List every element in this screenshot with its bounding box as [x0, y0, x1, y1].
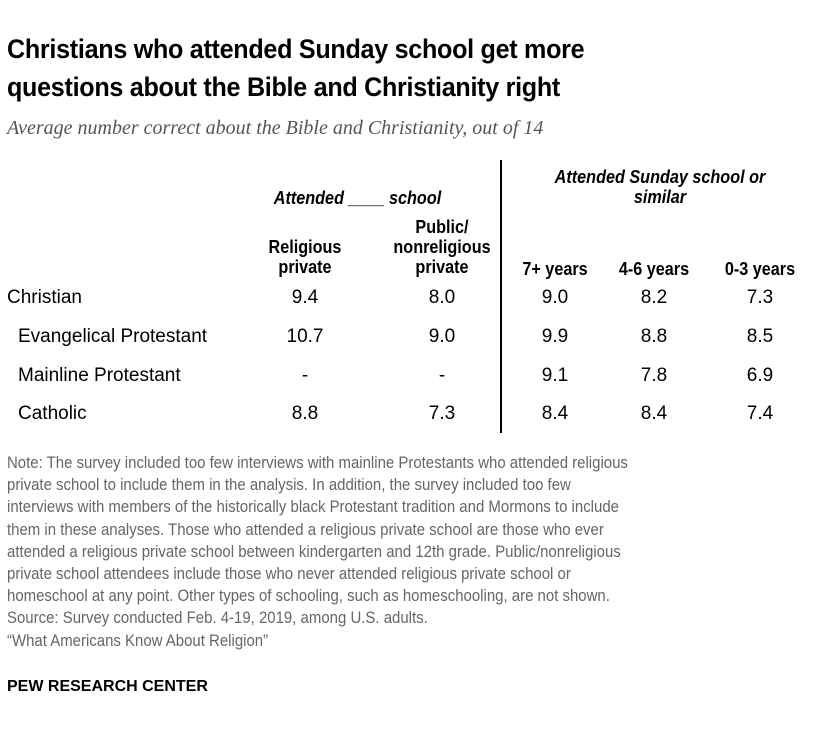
note-line: private school attendees include those w…: [7, 564, 571, 584]
table-cell: 6.9: [746, 365, 774, 386]
group-header-line: Attended Sunday school or: [554, 167, 766, 187]
table-cell: 7.3: [428, 403, 456, 424]
note-line: homeschool at any point. Other types of …: [7, 586, 610, 606]
table-cell: 7.4: [746, 403, 774, 424]
note-line: private school to include them in the an…: [7, 475, 571, 495]
table-cell: -: [438, 365, 446, 386]
table-cell: 9.9: [541, 326, 569, 347]
group-header-school: Attended ____ school: [273, 188, 442, 208]
note-line: Note: The survey included too few interv…: [7, 453, 628, 472]
header-line: nonreligious: [393, 237, 491, 257]
col-header-0-3: 0-3 years: [724, 259, 796, 279]
note-line: them in these analyses. Those who attend…: [7, 519, 604, 539]
title-line: questions about the Bible and Christiani…: [7, 72, 561, 102]
table-cell: -: [301, 365, 309, 386]
report-title-line: “What Americans Know About Religion”: [7, 630, 269, 650]
table-cell: 8.2: [640, 287, 668, 308]
note: Note: The survey included too few interv…: [7, 452, 713, 652]
col-header-7plus: 7+ years: [522, 259, 588, 279]
chart-subtitle: Average number correct about the Bible a…: [7, 117, 544, 139]
row-label: Mainline Protestant: [18, 365, 181, 386]
row-label: Christian: [7, 287, 82, 308]
note-line: interviews with members of the historica…: [7, 497, 619, 517]
table-cell: 8.5: [746, 326, 774, 347]
chart-title: Christians who attended Sunday school ge…: [7, 30, 585, 106]
header-line: Public/: [415, 217, 469, 237]
table-cell: 7.8: [640, 365, 668, 386]
table-cell: 9.1: [541, 365, 569, 386]
table-cell: 9.0: [541, 287, 569, 308]
header-line: private: [415, 257, 469, 277]
table-cell: 8.8: [291, 403, 319, 424]
table-cell: 7.3: [746, 287, 774, 308]
column-divider: [500, 160, 502, 433]
group-header-sunday-school: Attended Sunday school or similar: [521, 167, 800, 207]
header-line: Religious: [268, 237, 342, 257]
table-cell: 8.4: [640, 403, 668, 424]
title-line: Christians who attended Sunday school ge…: [7, 34, 585, 64]
source-line: Source: Survey conducted Feb. 4-19, 2019…: [7, 608, 428, 628]
footer-logo-text: PEW RESEARCH CENTER: [7, 678, 208, 695]
col-header-religious-private: Religious private: [256, 237, 355, 277]
row-label: Catholic: [18, 403, 87, 424]
table-cell: 8.4: [541, 403, 569, 424]
note-line: attended a religious private school betw…: [7, 541, 621, 561]
table-cell: 8.8: [640, 326, 668, 347]
col-header-4-6: 4-6 years: [618, 259, 690, 279]
table-cell: 9.0: [428, 326, 456, 347]
table-cell: 8.0: [428, 287, 456, 308]
table-cell: 10.7: [286, 326, 324, 347]
col-header-public: Public/ nonreligious private: [384, 217, 501, 277]
header-line: private: [278, 257, 332, 277]
row-label: Evangelical Protestant: [18, 326, 208, 347]
group-header-line: similar: [633, 187, 687, 207]
table-cell: 9.4: [291, 287, 319, 308]
